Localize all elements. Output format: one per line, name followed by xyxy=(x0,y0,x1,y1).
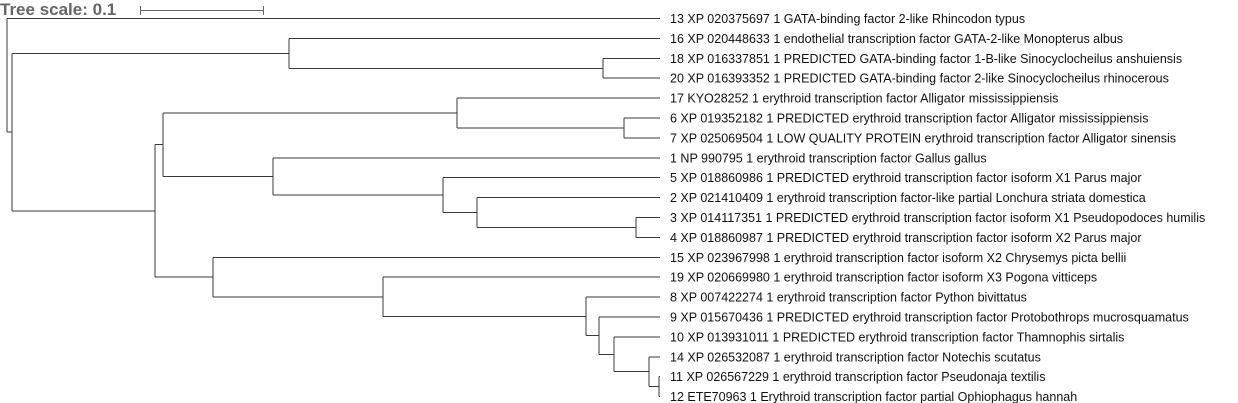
tree-scale: Tree scale: 0.1 xyxy=(0,0,264,19)
leaf-label: 16 XP 020448633 1 endothelial transcript… xyxy=(670,32,1123,46)
leaf-label: 15 XP 023967998 1 erythroid transcriptio… xyxy=(670,251,1126,265)
leaf-label: 13 XP 020375697 1 GATA-binding factor 2-… xyxy=(670,12,1025,26)
leaf-label: 19 XP 020669980 1 erythroid transcriptio… xyxy=(670,271,1097,285)
leaf-label: 4 XP 018860987 1 PREDICTED erythroid tra… xyxy=(670,231,1142,245)
tree-branches xyxy=(6,18,660,398)
tree-scale-label: Tree scale: 0.1 xyxy=(0,0,116,19)
leaf-label: 3 XP 014117351 1 PREDICTED erythroid tra… xyxy=(670,211,1205,225)
leaf-label: 5 XP 018860986 1 PREDICTED erythroid tra… xyxy=(670,171,1142,185)
leaf-label: 2 XP 021410409 1 erythroid transcription… xyxy=(670,191,1146,205)
leaf-label: 14 XP 026532087 1 erythroid transcriptio… xyxy=(670,350,1041,364)
leaf-label: 17 KYO28252 1 erythroid transcription fa… xyxy=(670,92,1058,106)
leaf-label: 6 XP 019352182 1 PREDICTED erythroid tra… xyxy=(670,112,1148,126)
leaf-label: 8 XP 007422274 1 erythroid transcription… xyxy=(670,291,1027,305)
leaf-label: 9 XP 015670436 1 PREDICTED erythroid tra… xyxy=(670,311,1189,325)
leaf-label: 1 NP 990795 1 erythroid transcription fa… xyxy=(670,151,987,165)
leaf-labels: 13 XP 020375697 1 GATA-binding factor 2-… xyxy=(670,12,1205,403)
leaf-label: 18 XP 016337851 1 PREDICTED GATA-binding… xyxy=(670,52,1182,66)
leaf-label: 12 ETE70963 1 Erythroid transcription fa… xyxy=(670,390,1077,403)
leaf-label: 10 XP 013931011 1 PREDICTED erythroid tr… xyxy=(670,330,1124,344)
leaf-label: 11 XP 026567229 1 erythroid transcriptio… xyxy=(670,370,1045,384)
leaf-label: 20 XP 016393352 1 PREDICTED GATA-binding… xyxy=(670,72,1169,86)
leaf-label: 7 XP 025069504 1 LOW QUALITY PROTEIN ery… xyxy=(670,131,1176,145)
